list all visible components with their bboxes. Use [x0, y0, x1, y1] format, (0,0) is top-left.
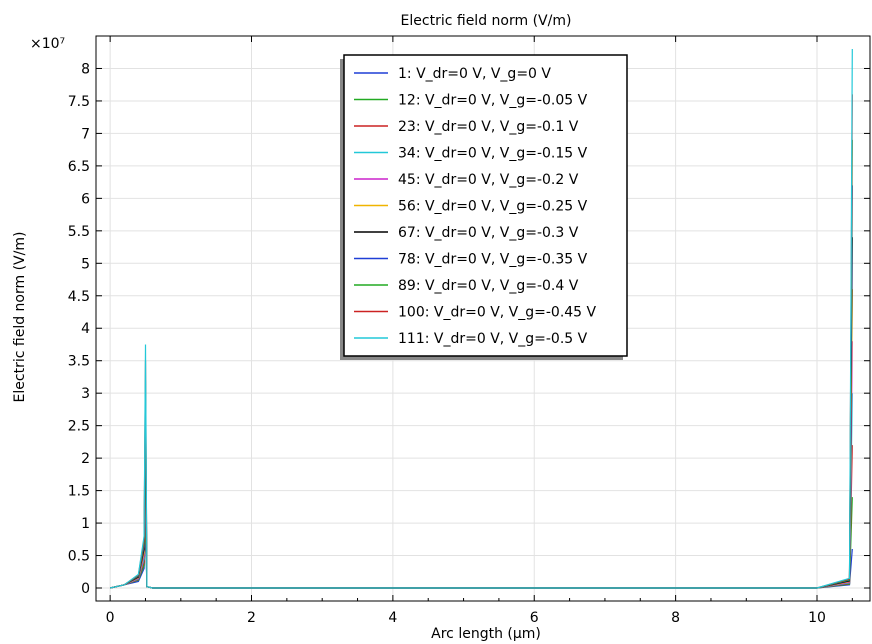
series-line-2	[109, 445, 853, 589]
chart-title: Electric field norm (V/m)	[401, 13, 572, 29]
legend-entry-8: 89: V_dr=0 V, V_g=-0.4 V	[398, 278, 579, 294]
y-tick-label: 0.5	[68, 549, 90, 565]
legend-entry-3: 34: V_dr=0 V, V_g=-0.15 V	[398, 146, 588, 162]
y-tick-label: 1.5	[68, 484, 90, 500]
legend: 1: V_dr=0 V, V_g=0 V 12: V_dr=0 V, V_g=-0…	[340, 54, 628, 360]
y-tick-label: 5.5	[68, 224, 90, 240]
legend-box	[343, 54, 628, 357]
x-axis-label: Arc length (µm)	[431, 626, 541, 642]
series-line-1	[109, 497, 853, 589]
axis-ticks: 0 2 4 6 8 10 0 0.5 1 1.5 2 2.5 3 3.5 4 4.5 5 5.5 6 6.5 7 7.5 8	[68, 36, 870, 626]
x-tick-label: 0	[106, 610, 115, 626]
y-tick-label: 0	[81, 581, 90, 597]
data-series	[109, 48, 853, 589]
y-tick-label: 7	[81, 126, 90, 142]
legend-entry-4: 45: V_dr=0 V, V_g=-0.2 V	[398, 172, 579, 188]
series-line-0	[109, 529, 853, 589]
legend-entry-5: 56: V_dr=0 V, V_g=-0.25 V	[398, 199, 588, 215]
legend-entry-2: 23: V_dr=0 V, V_g=-0.1 V	[398, 119, 579, 135]
y-tick-label: 5	[81, 256, 90, 272]
x-tick-label: 6	[530, 610, 539, 626]
x-tick-label: 2	[247, 610, 256, 626]
y-tick-label: 2.5	[68, 419, 90, 435]
x-tick-label: 8	[671, 610, 680, 626]
y-tick-label: 3	[81, 386, 90, 402]
plot-frame	[95, 35, 871, 602]
series-line-10	[109, 48, 853, 589]
y-tick-label: 2	[81, 451, 90, 467]
legend-entry-1: 12: V_dr=0 V, V_g=-0.05 V	[398, 93, 588, 109]
legend-entry-10: 111: V_dr=0 V, V_g=-0.5 V	[398, 331, 588, 347]
y-tick-label: 7.5	[68, 94, 90, 110]
legend-entry-9: 100: V_dr=0 V, V_g=-0.45 V	[398, 305, 597, 321]
legend-entry-7: 78: V_dr=0 V, V_g=-0.35 V	[398, 252, 588, 268]
series-line-4	[109, 341, 853, 589]
y-tick-label: 4.5	[68, 289, 90, 305]
y-axis-multiplier: ×10⁷	[30, 36, 65, 52]
legend-entry-6: 67: V_dr=0 V, V_g=-0.3 V	[398, 225, 579, 241]
y-tick-label: 6.5	[68, 159, 90, 175]
y-tick-label: 1	[81, 516, 90, 532]
y-axis-label: Electric field norm (V/m)	[12, 232, 28, 403]
x-tick-label: 10	[808, 610, 826, 626]
y-tick-label: 4	[81, 321, 90, 337]
legend-entry-0: 1: V_dr=0 V, V_g=0 V	[398, 66, 551, 82]
y-tick-label: 8	[81, 61, 90, 77]
x-tick-label: 4	[388, 610, 397, 626]
y-tick-label: 6	[81, 191, 90, 207]
y-tick-label: 3.5	[68, 354, 90, 370]
